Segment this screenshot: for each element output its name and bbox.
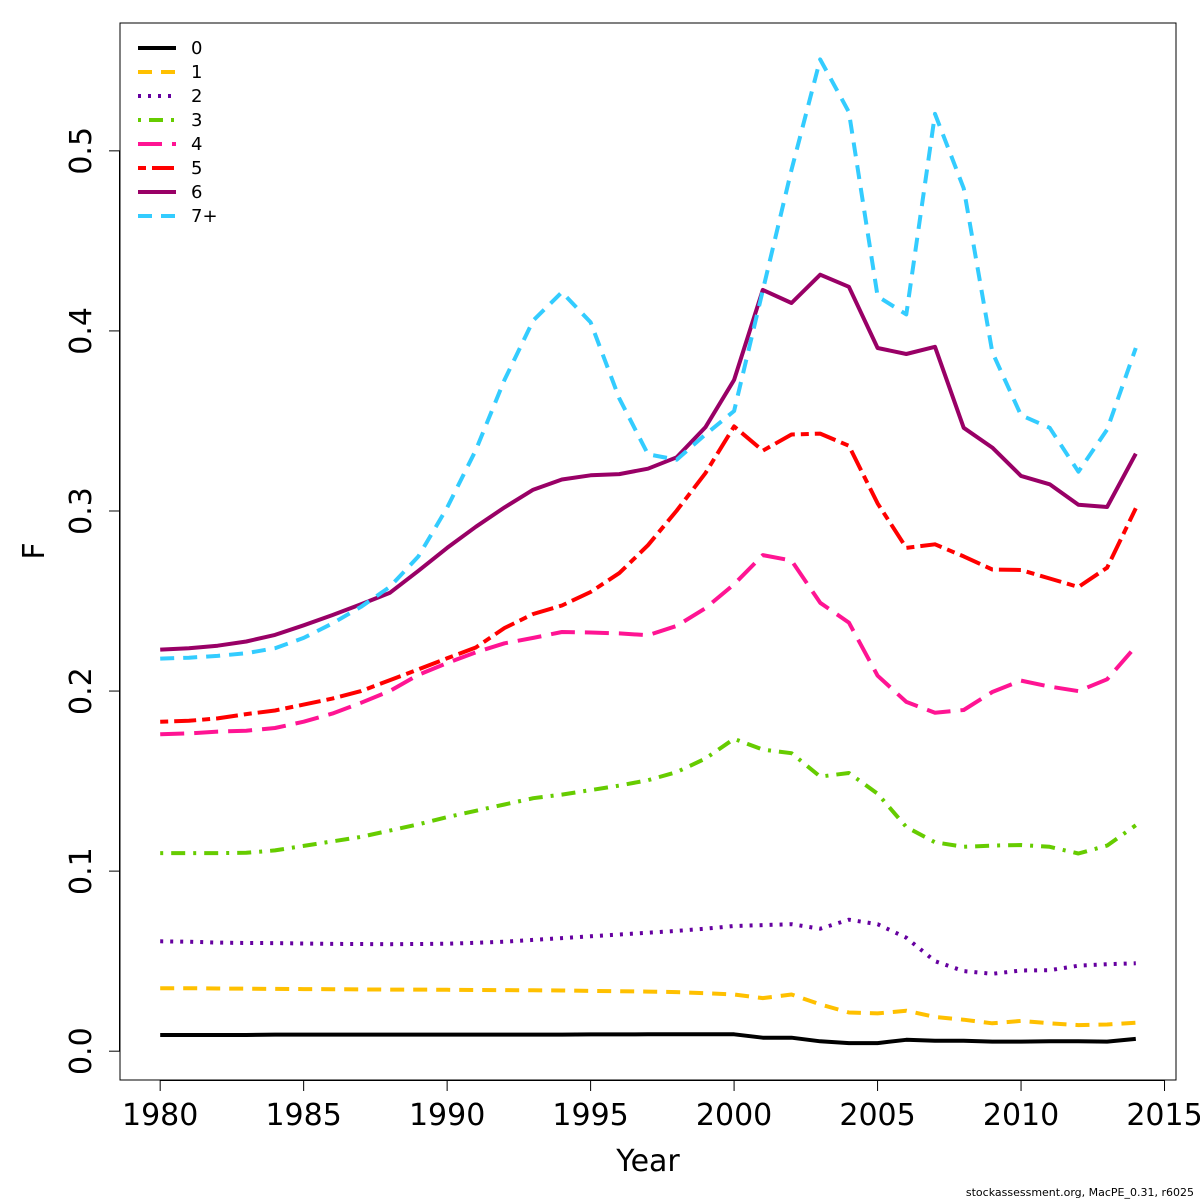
legend-item-0: 0 xyxy=(138,38,202,59)
series-line-3 xyxy=(160,736,1137,856)
legend-label: 1 xyxy=(191,62,202,83)
legend-item-4: 4 xyxy=(138,134,202,155)
legend-item-1: 1 xyxy=(138,62,202,83)
y-axis-title: F xyxy=(17,542,52,559)
x-axis-title: Year xyxy=(615,1144,680,1179)
x-axis: 1980 1985 1990 1995 2000 2005 2010 2015 xyxy=(122,1080,1200,1133)
series-line-2 xyxy=(160,917,1136,976)
x-tick-label: 2000 xyxy=(696,1098,772,1133)
series-layer xyxy=(160,57,1138,1046)
legend-label: 4 xyxy=(191,134,202,155)
plot-frame xyxy=(119,22,1177,1081)
series-line-0 xyxy=(160,1032,1136,1046)
x-tick-label: 2015 xyxy=(1126,1098,1200,1133)
series-line-6 xyxy=(160,272,1138,652)
y-tick-label: 0.0 xyxy=(64,1027,99,1075)
x-tick-label: 2010 xyxy=(983,1098,1059,1133)
legend-item-5: 5 xyxy=(138,158,202,179)
legend-label: 7+ xyxy=(191,206,218,227)
legend: 0 1 2 3 4 5 6 7+ xyxy=(138,38,218,227)
y-tick-label: 0.4 xyxy=(64,307,99,355)
y-axis: 0.0 0.1 0.2 0.3 0.4 0.5 xyxy=(64,127,120,1075)
series-line-1 xyxy=(160,986,1136,1028)
y-tick-label: 0.3 xyxy=(64,487,99,535)
legend-label: 3 xyxy=(191,110,202,131)
y-tick-label: 0.2 xyxy=(64,667,99,715)
series-line-7 xyxy=(160,57,1138,661)
x-tick-label: 2005 xyxy=(839,1098,915,1133)
credit-text: stockassessment.org, MacPE_0.31, r6025 xyxy=(966,1186,1194,1199)
legend-item-2: 2 xyxy=(138,86,202,107)
y-tick-label: 0.1 xyxy=(64,847,99,895)
legend-item-7: 7+ xyxy=(138,206,218,227)
legend-label: 5 xyxy=(191,158,202,179)
x-tick-label: 1990 xyxy=(409,1098,485,1133)
legend-label: 0 xyxy=(191,38,202,59)
legend-label: 2 xyxy=(191,86,202,107)
x-tick-label: 1980 xyxy=(122,1098,198,1133)
legend-label: 6 xyxy=(191,182,202,203)
legend-item-3: 3 xyxy=(138,110,202,131)
x-tick-label: 1995 xyxy=(552,1098,628,1133)
series-line-4 xyxy=(160,553,1138,737)
x-tick-label: 1985 xyxy=(265,1098,341,1133)
y-tick-label: 0.5 xyxy=(64,127,99,175)
legend-item-6: 6 xyxy=(138,182,202,203)
series-line-5 xyxy=(160,424,1138,724)
